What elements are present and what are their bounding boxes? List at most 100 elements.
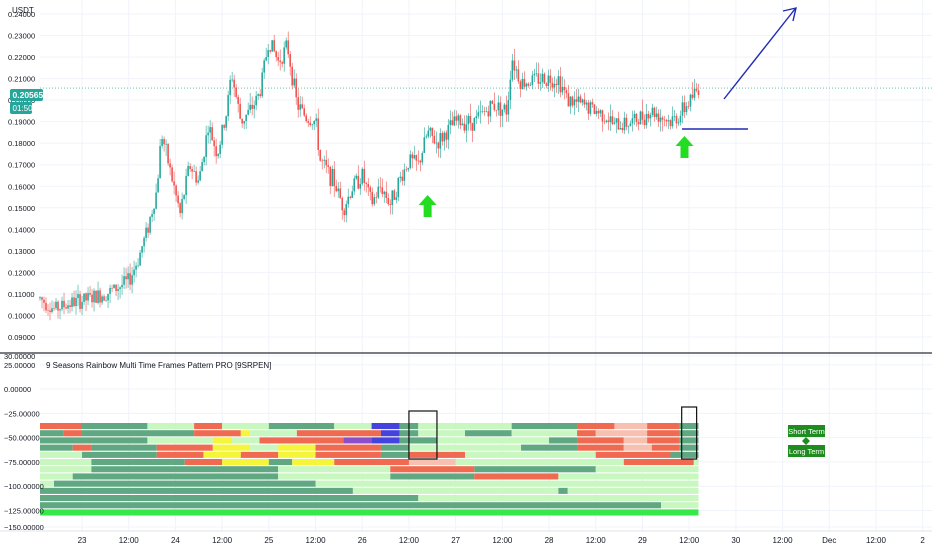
indicator-segment [240,451,279,458]
candle-body [431,127,434,136]
indicator-segment [222,423,269,430]
candle-body [427,130,430,137]
green-arrow-shape [675,136,694,158]
candle-body [275,51,277,58]
projection-arrow-line[interactable] [723,8,796,100]
candle-body [235,87,237,97]
candle-body [389,204,392,205]
candle-body [497,102,500,111]
indicator-segment [40,423,83,430]
indicator-segment [231,437,260,444]
candle-body [619,128,622,130]
candle-body [515,69,518,71]
candle-body [621,128,624,131]
candle-body [391,190,394,205]
indicator-title[interactable]: 9 Seasons Rainbow Multi Time Frames Patt… [46,361,271,370]
candle-body [313,120,316,125]
candle-body [603,121,606,123]
time-tick-label: 12:00 [586,536,607,545]
candle-body [229,79,231,96]
candle-body [291,66,293,86]
candle-body [541,73,544,83]
indicator-segment [40,480,55,487]
candle-body [327,165,330,167]
candle-body [665,120,668,122]
candle-body [329,166,332,186]
candle-body [167,144,169,164]
candlestick-series [39,31,700,321]
projection-arrow-head[interactable] [782,7,797,22]
candle-body [347,196,350,205]
candle-body [395,197,398,200]
candle-body [163,139,165,145]
candle-body [89,293,91,295]
indicator-segment [40,495,419,502]
indicator-segment [577,444,624,451]
candle-body [383,191,386,195]
indicator-segment [380,451,409,458]
indicator-tick-label: 30.00000 [4,352,35,361]
candle-body [75,297,77,307]
green-arrow-shape [418,195,437,217]
candle-body [157,178,159,193]
indicator-segment [474,466,596,473]
indicator-segment [194,423,223,430]
candle-body [687,106,690,107]
candle-body [307,121,310,123]
candle-body [249,104,251,111]
indicator-segment [72,473,279,480]
indicator-segment [408,459,456,466]
candle-body [153,208,155,215]
highlight-box-1[interactable] [408,410,438,460]
candle-body [675,115,678,124]
legend-long-term: Long Term [789,447,824,456]
candle-body [693,88,696,98]
indicator-segment [147,437,213,444]
indicator-segment [436,437,550,444]
candle-body [457,115,460,121]
indicator-segment [54,480,316,487]
candle-body [645,113,648,126]
indicator-segment [72,444,92,451]
candle-body [237,96,239,104]
candle-body [481,111,484,112]
candle-body [77,294,79,298]
indicator-segment [474,473,559,480]
candle-body [647,113,650,119]
green-up-arrow-icon[interactable] [675,136,694,158]
indicator-segment [278,444,316,451]
candle-body [199,171,201,181]
term-legend: Short Term Long Term [788,425,825,457]
candle-body [341,197,344,211]
candle-body [55,301,57,309]
indicator-segment [40,437,148,444]
candle-body [553,83,556,88]
candle-body [583,99,586,105]
indicator-segment [464,451,596,458]
green-up-arrow-icon[interactable] [418,195,437,217]
price-tick-label: 0.13000 [8,247,35,256]
candle-body [345,204,348,216]
indicator-segment [380,430,400,437]
time-axis[interactable]: 23 12:00 24 12:00 25 12:00 26 12:00 27 12:00 28 12:… [78,536,926,545]
highlight-box-2[interactable] [681,406,698,460]
candle-body [281,62,283,64]
candle-body [377,186,380,198]
indicator-segment [679,430,699,437]
indicator-segment [334,423,372,430]
candle-body [143,237,145,247]
candle-body [279,60,281,63]
candle-body [643,119,646,126]
candle-body [639,111,642,125]
candle-body [263,60,265,73]
user-drawings[interactable] [418,7,797,217]
price-axis[interactable]: 0.240000.230000.220000.210000.200000.190… [8,10,35,342]
indicator-segment [511,423,578,430]
candle-body [681,102,684,116]
candle-body [433,135,436,144]
price-tick-label: 0.17000 [8,161,35,170]
candle-body [301,104,303,109]
candle-body [637,122,640,125]
